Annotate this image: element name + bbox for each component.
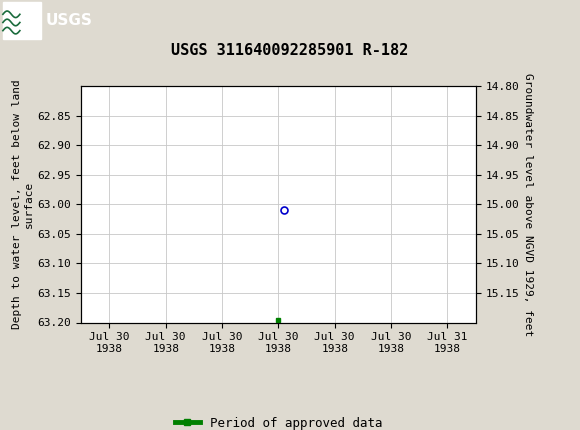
Y-axis label: Groundwater level above NGVD 1929, feet: Groundwater level above NGVD 1929, feet xyxy=(523,73,533,336)
FancyBboxPatch shape xyxy=(3,2,41,39)
Text: USGS 311640092285901 R-182: USGS 311640092285901 R-182 xyxy=(171,43,409,58)
Legend: Period of approved data: Period of approved data xyxy=(170,412,387,430)
Text: USGS: USGS xyxy=(45,13,92,28)
Y-axis label: Depth to water level, feet below land
surface: Depth to water level, feet below land su… xyxy=(12,80,34,329)
